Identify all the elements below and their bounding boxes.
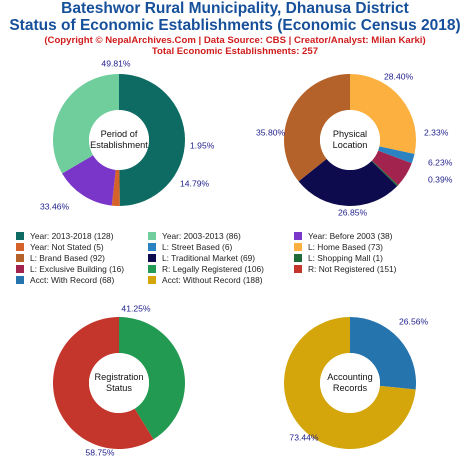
legend-item: Acct: Without Record (188) [148,275,294,285]
donut-chart-1: 49.81% 1.95% 14.79% 33.46% Period ofEstablis… [40,58,215,211]
legend-label: L: Brand Based (92) [30,252,105,263]
donut-slice [284,74,350,182]
legend-item: L: Shopping Mall (1) [294,253,464,263]
legend-swatch [16,253,24,262]
total-establishments: Total Economic Establishments: 257 [151,46,319,57]
legend-label: L: Exclusive Building (16) [30,264,125,275]
donut-slice [378,146,415,164]
legend-item: Year: 2003-2013 (86) [148,231,294,241]
donut-center-label: Location [333,140,368,150]
copyright-line: (Copyright © NepalArchives.Com | Data So… [44,35,426,46]
legend-swatch [16,231,24,240]
donut-center-label: Registration [94,372,143,382]
slice-percent-label: 0.39% [428,174,453,184]
slice-percent-label: 1.95% [190,140,215,150]
slice-percent-label: 58.75% [85,447,115,457]
legend-swatch [294,231,302,240]
slice-percent-label: 49.81% [101,58,131,68]
donut-slice [62,155,116,206]
donut-center-label: Records [333,383,368,393]
legend-swatch [16,242,24,251]
legend-row: Year: Not Stated (5) L: Street Based (6) L… [16,241,466,252]
legend-label: L: Shopping Mall (1) [308,252,383,263]
legend-label: L: Traditional Market (69) [162,252,256,263]
chart-header: Bateshwor Rural Municipality, Dhanusa Di… [0,0,470,57]
donut-center-label: Establishment [90,140,148,150]
legend-swatch [148,253,156,262]
legend-row: L: Exclusive Building (16) R: Legally Reg… [16,264,466,275]
legend-swatch [294,242,302,251]
legend-row: Year: 2013-2018 (128) Year: 2003-2013 (86… [16,230,466,241]
legend-swatch [148,242,156,251]
legend-item: L: Brand Based (92) [16,253,148,263]
legend-row: L: Brand Based (92) L: Traditional Market… [16,252,466,263]
legend-swatch [148,231,156,240]
legend-item: L: Street Based (6) [148,242,294,252]
donut-hole [320,110,380,170]
donut-slice [371,160,399,187]
legend-swatch [16,276,24,285]
legend-swatch [294,265,302,274]
legend-item: L: Traditional Market (69) [148,253,294,263]
donut-hole [89,110,149,170]
chart-title-line2: Status of Economic Establishments (Econo… [9,17,461,34]
slice-percent-label: 6.23% [428,157,453,167]
slice-percent-label: 41.25% [121,303,151,313]
donut-center-label: Accounting [327,372,372,382]
chart-title-line1: Bateshwor Rural Municipality, Dhanusa Di… [61,0,409,17]
donut-center-label: Physical [333,129,367,139]
donut-slice [350,317,416,390]
donut-slice [119,317,185,440]
legend-swatch [294,253,302,262]
donut-hole [89,353,149,413]
donut-slice [284,317,416,450]
legend-label: R: Not Registered (151) [308,264,397,275]
legend-item: Acct: With Record (68) [16,275,148,285]
legend-label: Year: 2013-2018 (128) [30,230,114,241]
legend-item: L: Exclusive Building (16) [16,264,148,274]
slice-percent-label: 33.46% [40,201,70,211]
legend-item: L: Home Based (73) [294,242,464,252]
donut-slice [298,158,398,206]
legend-item: Year: 2013-2018 (128) [16,231,148,241]
legend-label: Acct: With Record (68) [30,275,115,286]
slice-percent-label: 2.33% [424,127,449,137]
donut-slice [52,317,154,449]
legend-item: Year: Not Stated (5) [16,242,148,252]
slice-percent-label: 14.79% [180,178,210,188]
donut-slice [371,150,412,186]
legend-label: Year: Before 2003 (38) [308,230,393,241]
donut-center-label: Status [106,383,132,393]
legend-label: Acct: Without Record (188) [162,275,263,286]
legend-swatch [148,265,156,274]
legend-swatch [148,276,156,285]
legend-item: R: Not Registered (151) [294,264,464,274]
legend-label: L: Street Based (6) [162,241,233,252]
slice-percent-label: 35.80% [256,127,286,137]
legend-label: L: Home Based (73) [308,241,383,252]
slice-percent-label: 73.44% [289,432,319,442]
legend-label: R: Legally Registered (106) [162,264,264,275]
slice-percent-label: 26.56% [399,316,429,326]
donut-slice [119,74,186,206]
donut-chart-2: 28.40% 2.33% 6.23% 0.39% 26.85% 35.80% Physica… [256,71,453,217]
legend-row: Acct: With Record (68) Acct: Without Reco… [16,275,466,286]
donut-center-label: Period of [101,129,138,139]
legend-label: Year: Not Stated (5) [30,241,104,252]
slice-percent-label: 28.40% [384,71,414,81]
donut-hole [320,353,380,413]
donut-slice [52,74,119,174]
donut-slice [350,74,416,155]
legend-item: Year: Before 2003 (38) [294,231,464,241]
legend-swatch [16,265,24,274]
legend-item: R: Legally Registered (106) [148,264,294,274]
legend-label: Year: 2003-2013 (86) [162,230,241,241]
chart-legend: Year: 2013-2018 (128) Year: 2003-2013 (86… [16,230,466,286]
slice-percent-label: 26.85% [338,207,368,217]
donut-slice [111,169,120,207]
